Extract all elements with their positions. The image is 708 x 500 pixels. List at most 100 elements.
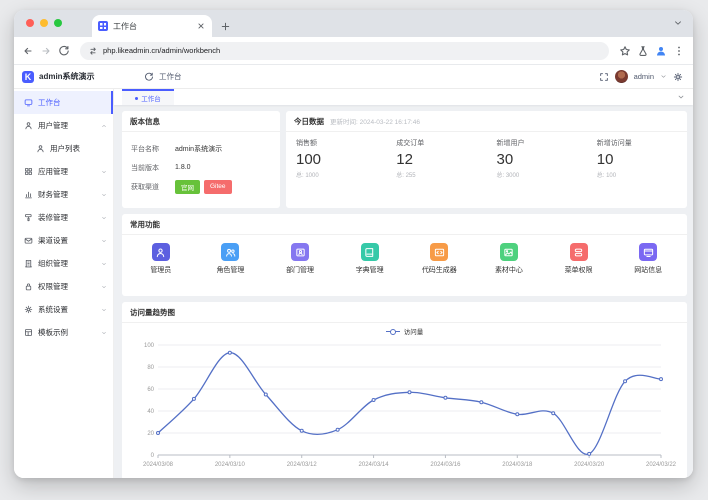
bookmark-icon[interactable]: [619, 45, 631, 57]
function-label: 字典管理: [355, 267, 384, 274]
sidebar-item-system-settings[interactable]: 系统设置: [14, 298, 113, 321]
trend-chart: 0 20 40 60 80 100 2024/03/08 2024/03/10 2024/03/…: [122, 339, 687, 478]
admin-icon: [151, 243, 170, 261]
profile-icon[interactable]: [655, 45, 667, 57]
platform-name-label: 平台名称: [131, 145, 159, 153]
functions-card-title: 常用功能: [122, 214, 687, 235]
workspace-tab-workbench[interactable]: 工作台: [122, 89, 174, 105]
sidebar-item-template-examples[interactable]: 模板示例: [14, 321, 113, 344]
sidebar-item-permission-management[interactable]: 权限管理: [14, 275, 113, 298]
main-area: 工作台 版本信息 平台名称 admin系统演示: [114, 89, 693, 478]
user-menu-chevron-icon[interactable]: [660, 73, 667, 80]
website-info-icon: [639, 243, 658, 261]
material-center-icon: [499, 243, 518, 261]
forward-icon[interactable]: [40, 45, 52, 57]
today-card-title: 今日数据: [294, 116, 324, 126]
maximize-window-button[interactable]: [54, 19, 62, 27]
svg-text:2024/03/08: 2024/03/08: [143, 462, 174, 468]
back-icon[interactable]: [22, 45, 34, 57]
chevron-down-icon: [101, 169, 107, 175]
svg-text:2024/03/22: 2024/03/22: [646, 462, 677, 468]
sidebar-item-finance-management[interactable]: 财务管理: [14, 183, 113, 206]
sidebar-item-app-management[interactable]: 应用管理: [14, 160, 113, 183]
sidebar-item-organization-management[interactable]: 组织管理: [14, 252, 113, 275]
user-avatar[interactable]: [614, 70, 628, 83]
common-functions-card: 常用功能 管理员 角色管理 部门管理 字典管理 代码生成器 素材中心 菜单权限 网站信息: [122, 214, 687, 296]
sidebar-item-user-list[interactable]: 用户列表: [14, 137, 113, 160]
sidebar-item-channel-settings[interactable]: 渠道设置: [14, 229, 113, 252]
header-bar: 工作台 admin: [114, 65, 693, 88]
workspace-tabbar: 工作台: [114, 89, 693, 105]
code-generator-icon: [430, 243, 449, 261]
stat-new-users: 新增用户 30 总: 3000: [496, 140, 525, 179]
browser-menu-icon[interactable]: [673, 45, 685, 57]
settings-gear-icon[interactable]: [673, 72, 683, 82]
tab-options-chevron-icon[interactable]: [677, 93, 685, 101]
permission-icon: [24, 282, 33, 291]
svg-text:20: 20: [147, 431, 154, 437]
chart-legend[interactable]: 访问量: [122, 323, 687, 339]
sidebar-item-workbench[interactable]: 工作台: [14, 91, 113, 114]
tab-search-icon[interactable]: [673, 18, 683, 28]
tab-close-icon[interactable]: [196, 21, 206, 31]
function-item-5[interactable]: 素材中心: [474, 243, 544, 275]
role-icon: [221, 243, 240, 261]
sidebar-item-user-management[interactable]: 用户管理: [14, 114, 113, 137]
platform-name-value: admin系统演示: [175, 145, 223, 153]
department-icon: [291, 243, 310, 261]
address-bar[interactable]: php.likeadmin.cn/admin/workbench: [80, 41, 609, 60]
function-item-3[interactable]: 字典管理: [335, 243, 405, 275]
chevron-up-icon: [101, 123, 107, 129]
admin-app: K admin系统演示 工作台 admin 工作台: [14, 65, 693, 478]
svg-text:2024/03/18: 2024/03/18: [502, 462, 533, 468]
fullscreen-icon[interactable]: [599, 72, 609, 82]
function-label: 部门管理: [286, 267, 315, 274]
stat-orders: 成交订单 12 总: 255: [396, 140, 425, 179]
refresh-page-icon[interactable]: [144, 72, 154, 82]
official-site-button[interactable]: 官网: [175, 179, 200, 194]
site-info-icon[interactable]: [88, 46, 98, 56]
chevron-down-icon: [101, 261, 107, 267]
stat-sales: 销售额 100 总: 1000: [296, 140, 322, 179]
close-window-button[interactable]: [26, 19, 34, 27]
finance-icon: [24, 190, 33, 199]
chevron-down-icon: [101, 238, 107, 244]
dictionary-icon: [360, 243, 379, 261]
visits-trend-card: 访问量趋势图 访问量 0 20 40 60 80 100 2024/03/08 2024/03…: [122, 302, 687, 478]
function-item-0[interactable]: 管理员: [126, 243, 196, 275]
breadcrumb: 工作台: [159, 72, 182, 81]
version-card-title: 版本信息: [122, 111, 280, 132]
function-label: 网站信息: [634, 267, 663, 274]
browser-tab[interactable]: 工作台: [92, 15, 212, 37]
function-item-1[interactable]: 角色管理: [196, 243, 266, 275]
function-item-2[interactable]: 部门管理: [265, 243, 335, 275]
function-label: 代码生成器: [421, 267, 457, 274]
window-controls[interactable]: [26, 19, 62, 27]
chevron-down-icon: [101, 307, 107, 313]
extensions-icon[interactable]: [637, 45, 649, 57]
chevron-down-icon: [101, 215, 107, 221]
app-header: K admin系统演示 工作台 admin: [14, 65, 693, 89]
reload-icon[interactable]: [58, 45, 70, 57]
svg-text:2024/03/10: 2024/03/10: [215, 462, 246, 468]
function-item-4[interactable]: 代码生成器: [405, 243, 475, 275]
tab-title: 工作台: [113, 21, 137, 31]
user-icon: [36, 144, 45, 153]
brand-logo-icon: K: [22, 70, 34, 83]
version-info-card: 版本信息 平台名称 admin系统演示 当前版本 1.8.0: [122, 111, 280, 208]
function-label: 素材中心: [494, 267, 523, 274]
gitee-button[interactable]: Gitee: [204, 179, 232, 194]
function-item-6[interactable]: 菜单权限: [544, 243, 614, 275]
menu-permission-icon: [569, 243, 588, 261]
apps-icon: [24, 167, 33, 176]
channel-label: 获取渠道: [131, 183, 159, 191]
updated-time: 更新时间: 2024-03-22 16:17:46: [330, 119, 420, 126]
function-item-7[interactable]: 网站信息: [613, 243, 683, 275]
sidebar-item-decorate-management[interactable]: 装修管理: [14, 206, 113, 229]
today-data-card: 今日数据 更新时间: 2024-03-22 16:17:46 销售额 100 总…: [286, 111, 687, 208]
username[interactable]: admin: [633, 72, 654, 81]
user-icon: [24, 121, 33, 130]
chevron-down-icon: [101, 330, 107, 336]
minimize-window-button[interactable]: [40, 19, 48, 27]
new-tab-button[interactable]: [220, 21, 231, 32]
